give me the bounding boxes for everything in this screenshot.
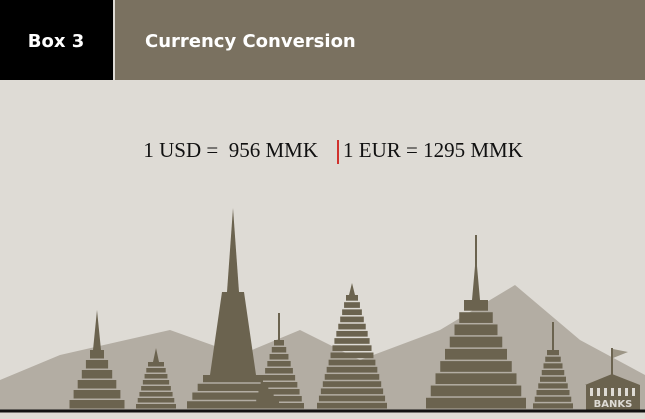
bank-sign: BANKS: [594, 399, 633, 410]
bank-column: [632, 388, 635, 396]
tier: [338, 324, 365, 330]
tier: [459, 312, 493, 323]
tier: [145, 374, 168, 379]
tier: [545, 357, 561, 362]
tier: [70, 400, 125, 409]
bank-column: [590, 388, 593, 396]
tier: [267, 361, 290, 367]
tier: [440, 361, 512, 372]
tier: [327, 367, 378, 373]
eur-rate: 1 EUR = 1295 MMK: [343, 138, 523, 162]
tier: [263, 375, 295, 381]
tier: [540, 377, 566, 382]
tier: [342, 309, 362, 315]
tier: [538, 383, 568, 388]
tier: [272, 347, 286, 353]
tier: [537, 390, 570, 395]
bank-column: [618, 388, 621, 396]
tier: [542, 370, 565, 375]
tier: [344, 302, 360, 308]
tier: [464, 300, 488, 311]
tier: [431, 386, 522, 397]
bank-column: [597, 388, 600, 396]
tier: [274, 340, 284, 346]
tier: [334, 338, 369, 344]
tier: [139, 392, 172, 397]
tier: [317, 403, 387, 409]
tier: [143, 380, 169, 385]
tier: [535, 397, 572, 402]
tier: [74, 390, 121, 399]
tier: [329, 360, 376, 366]
tier: [332, 345, 371, 351]
tier: [331, 353, 374, 359]
box-title: Currency Conversion: [145, 31, 356, 52]
tier: [325, 374, 380, 380]
bank-column: [611, 388, 614, 396]
tier: [198, 384, 269, 391]
usd-rate: 1 USD = 956 MMK: [143, 138, 318, 162]
tier: [138, 398, 175, 403]
tier: [445, 349, 507, 360]
tier: [533, 403, 573, 408]
currency-box: Box 3 Currency Conversion 1 USD = 956 MM…: [0, 0, 645, 419]
tier: [148, 362, 164, 367]
tier: [261, 382, 298, 388]
tier: [340, 317, 364, 323]
tier: [254, 403, 304, 409]
bank-column: [604, 388, 607, 396]
tier: [265, 368, 293, 374]
tier: [544, 363, 563, 368]
tier: [547, 350, 559, 355]
tier: [346, 295, 358, 301]
tier: [323, 381, 381, 387]
tier: [270, 354, 289, 360]
tier: [136, 404, 176, 409]
tier: [426, 398, 526, 409]
tier: [86, 360, 108, 369]
tier: [78, 380, 117, 389]
bank-column: [625, 388, 628, 396]
tier: [450, 337, 503, 348]
tier: [256, 396, 302, 402]
tier: [319, 396, 385, 402]
tier: [436, 373, 517, 384]
tier: [90, 350, 104, 359]
tier: [258, 389, 299, 395]
tier: [146, 368, 165, 373]
tier: [82, 370, 112, 379]
box-label: Box 3: [28, 31, 85, 52]
tier: [455, 324, 498, 335]
tier: [336, 331, 367, 337]
tier: [141, 386, 171, 391]
tier: [203, 375, 263, 382]
tier: [321, 388, 383, 394]
